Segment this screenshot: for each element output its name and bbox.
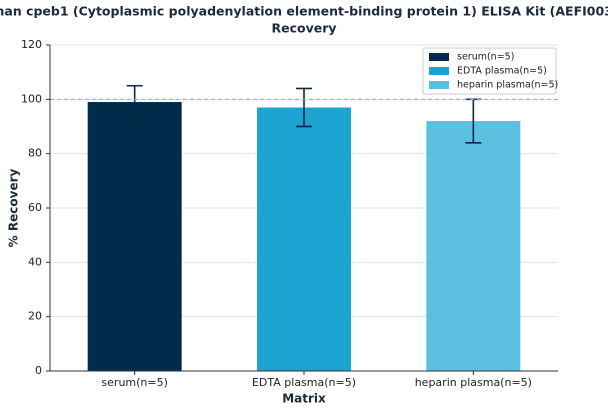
y-tick-label: 120 [21,38,42,51]
x-tick-label: EDTA plasma(n=5) [252,376,356,389]
legend-swatch [429,53,449,61]
bar [257,107,351,371]
chart-subtitle: Recovery [271,21,336,36]
x-axis-label: Matrix [282,392,326,406]
y-tick-label: 0 [35,364,42,377]
x-tick-label: heparin plasma(n=5) [415,376,532,389]
bar [87,102,182,372]
y-tick-label: 40 [28,255,42,268]
y-tick-label: 20 [28,310,42,323]
legend-label: heparin plasma(n=5) [457,80,558,91]
legend-label: serum(n=5) [457,52,514,63]
chart-title: Human cpeb1 (Cytoplasmic polyadenylation… [0,4,608,19]
legend-label: EDTA plasma(n=5) [457,66,547,77]
legend-box [422,47,557,95]
y-tick-label: 100 [21,92,42,105]
legend-swatch [429,67,449,75]
y-tick-label: 60 [28,201,42,214]
x-tick-label: serum(n=5) [101,376,167,389]
legend-swatch [429,81,449,89]
bar [426,121,521,371]
y-tick-label: 80 [28,147,42,160]
y-axis-label: % Recovery [7,169,21,248]
